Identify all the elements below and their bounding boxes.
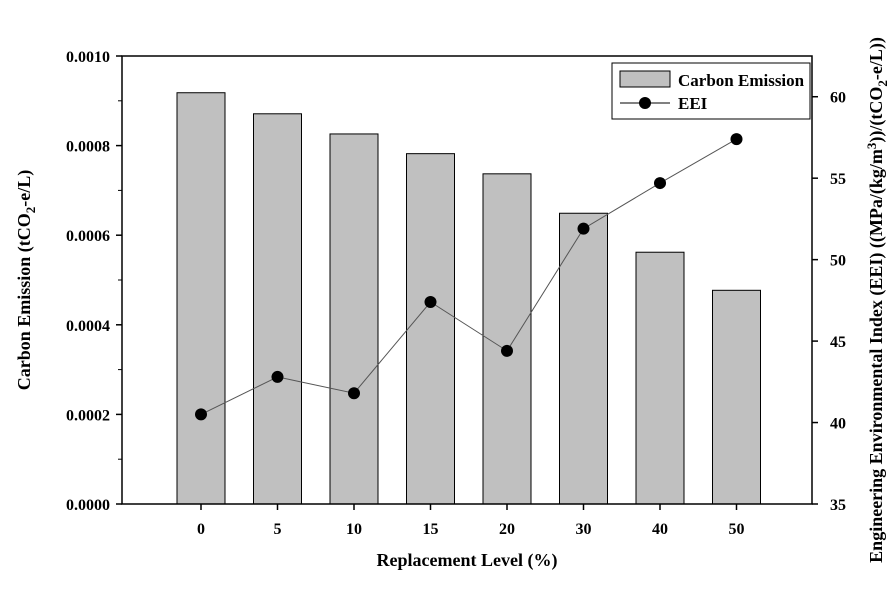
x-tick-label: 10 xyxy=(346,521,362,538)
left-tick-label: 0.0000 xyxy=(66,497,110,514)
eei-point-10 xyxy=(348,387,360,400)
right-tick-label: 55 xyxy=(830,171,846,188)
legend-marker xyxy=(639,97,651,109)
eei-point-0 xyxy=(195,408,207,421)
right-tick-label: 40 xyxy=(830,416,846,433)
bar-carbon-emission-15 xyxy=(406,153,455,505)
left-tick-label: 0.0008 xyxy=(66,139,110,156)
left-axis-title: Carbon Emission (tCO2-e/L) xyxy=(14,170,38,391)
x-tick-label: 30 xyxy=(576,521,592,538)
bar-carbon-emission-30 xyxy=(559,212,608,505)
left-tick-label: 0.0006 xyxy=(66,228,110,245)
x-tick-label: 40 xyxy=(652,521,668,538)
eei-line-series xyxy=(195,133,743,421)
legend: Carbon Emission EEI xyxy=(611,62,811,120)
eei-point-40 xyxy=(654,177,666,190)
x-tick-label: 20 xyxy=(499,521,515,538)
eei-point-50 xyxy=(730,133,743,146)
right-tick-label: 50 xyxy=(830,253,846,270)
right-axis-title: Engineering Environmental Index (EEI) ((… xyxy=(864,37,890,563)
x-tick-label: 5 xyxy=(274,521,282,538)
bar-carbon-emission-40 xyxy=(635,251,685,505)
bar-carbon-emission-10 xyxy=(329,133,379,505)
x-tick-label: 0 xyxy=(197,521,205,538)
left-tick-label: 0.0002 xyxy=(66,407,110,424)
eei-point-5 xyxy=(271,370,284,383)
legend-label-eei: EEI xyxy=(678,94,708,113)
left-tick-label: 0.0010 xyxy=(66,49,110,66)
bar-carbon-emission-0 xyxy=(176,92,226,505)
eei-point-15 xyxy=(424,295,437,308)
x-tick-label: 15 xyxy=(423,521,439,538)
eei-point-30 xyxy=(577,222,590,235)
right-tick-label: 60 xyxy=(830,90,846,107)
legend-label-carbon-emission: Carbon Emission xyxy=(678,71,805,90)
x-axis-ticks: 0 5 10 15 20 30 40 50 xyxy=(197,504,745,538)
bar-carbon-emission-50 xyxy=(712,289,761,505)
x-tick-label: 50 xyxy=(729,521,745,538)
bar-carbon-emission-5 xyxy=(253,113,302,505)
bar-carbon-emission-20 xyxy=(482,173,532,505)
right-tick-label: 35 xyxy=(830,497,846,514)
right-axis-ticks: 35 40 45 50 55 60 xyxy=(812,90,846,514)
left-tick-label: 0.0004 xyxy=(66,318,110,335)
right-tick-label: 45 xyxy=(830,334,846,351)
eei-line xyxy=(200,138,737,415)
legend-bar-swatch xyxy=(619,70,671,88)
eei-point-20 xyxy=(501,344,513,357)
left-axis-ticks: 0.0000 0.0002 0.0004 0.0006 0.0008 0.0010 xyxy=(66,49,122,514)
x-axis-title: Replacement Level (%) xyxy=(377,550,558,571)
bar-series xyxy=(176,92,761,505)
